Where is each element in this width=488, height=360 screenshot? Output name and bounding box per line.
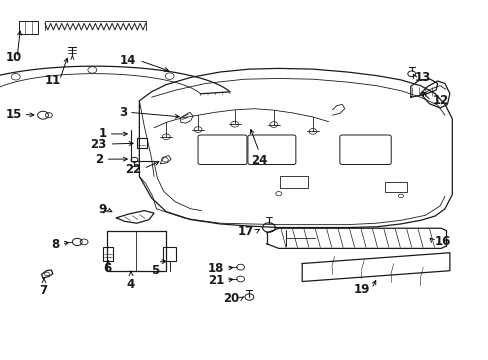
Text: 8: 8 [51,238,60,251]
Text: 19: 19 [353,283,369,296]
Text: 1: 1 [98,127,106,140]
Text: 4: 4 [127,278,135,291]
Text: 11: 11 [44,75,61,87]
Text: 9: 9 [98,203,106,216]
Text: 2: 2 [95,153,103,166]
Text: 16: 16 [433,235,449,248]
Text: 7: 7 [39,284,47,297]
Text: 6: 6 [103,262,111,275]
Text: 21: 21 [207,274,224,287]
Text: 13: 13 [414,71,430,84]
Text: 17: 17 [238,225,254,238]
Text: 22: 22 [125,163,142,176]
Text: 23: 23 [90,138,106,150]
Text: 18: 18 [207,262,224,275]
Text: 10: 10 [6,51,22,64]
Text: 14: 14 [120,54,136,67]
Text: 12: 12 [432,94,448,107]
Text: 3: 3 [119,106,127,119]
Text: 24: 24 [250,154,267,167]
Text: 5: 5 [151,264,159,276]
Text: 15: 15 [6,108,22,121]
Text: 20: 20 [223,292,239,305]
